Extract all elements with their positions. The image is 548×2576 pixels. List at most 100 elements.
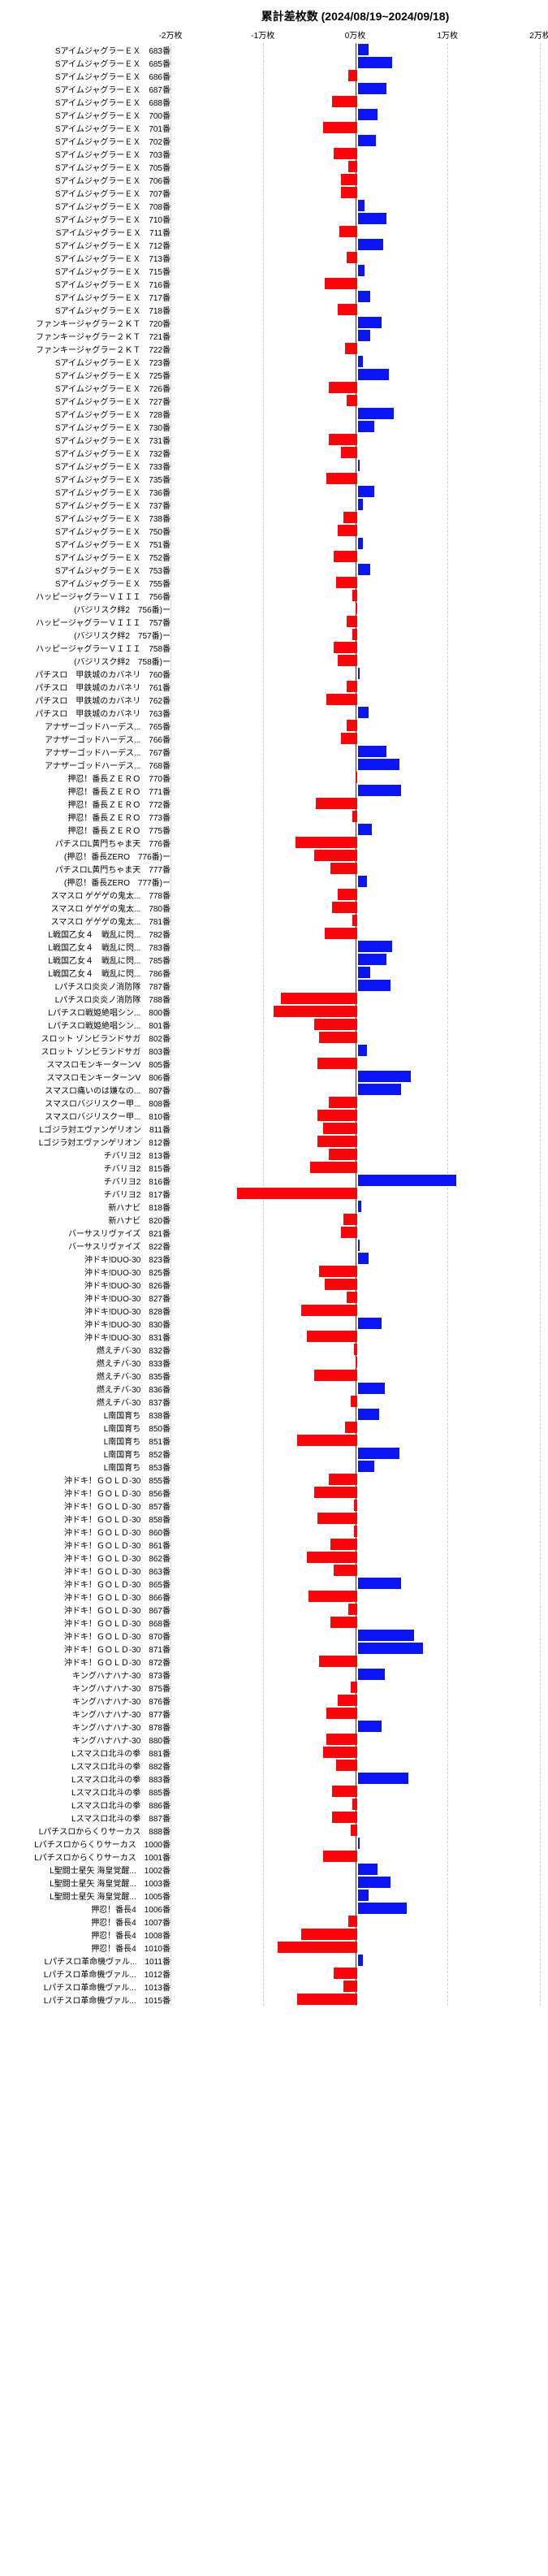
bar (358, 109, 378, 120)
row-label: SアイムジャグラーＥＸ 685番 (8, 57, 175, 69)
chart-row: 新ハナビ 818番 (8, 1200, 540, 1213)
bar (358, 44, 369, 55)
chart-body: SアイムジャグラーＥＸ 683番SアイムジャグラーＥＸ 685番Sアイムジャグラ… (8, 43, 540, 2006)
chart-row: 押忍！番長ＺＥＲＯ 770番 (8, 771, 540, 784)
bar-area (175, 433, 540, 446)
bar-area (175, 316, 540, 329)
bar (329, 434, 358, 445)
row-label: Lスマスロ北斗の拳 883番 (8, 1773, 175, 1785)
bar (356, 772, 357, 783)
bar (358, 330, 371, 341)
bar (319, 1656, 357, 1667)
bar (351, 1682, 358, 1693)
bar-area (175, 1746, 540, 1759)
row-label: 沖ドキ!DUO-30 825番 (8, 1266, 175, 1278)
row-label: 沖ドキ！ＧＯＬＤ-30 867番 (8, 1604, 175, 1616)
bar-area (175, 1980, 540, 1993)
bar (325, 1279, 357, 1290)
chart-row: SアイムジャグラーＥＸ 728番 (8, 407, 540, 420)
bar (347, 1292, 357, 1303)
bar-area (175, 1954, 540, 1967)
row-label: チバリヨ2 813番 (8, 1149, 175, 1161)
bar-area (175, 888, 540, 901)
chart-row: 沖ドキ！ＧＯＬＤ-30 872番 (8, 1655, 540, 1668)
bar-area (175, 1720, 540, 1733)
row-label: L南国育ち 838番 (8, 1409, 175, 1421)
row-label: 押忍！番長ＺＥＲＯ 770番 (8, 772, 175, 784)
bar-area (175, 1096, 540, 1109)
bar (358, 1201, 361, 1212)
chart-row: 燃えチバ-30 836番 (8, 1382, 540, 1395)
chart-row: SアイムジャグラーＥＸ 727番 (8, 394, 540, 407)
bar (334, 1565, 357, 1576)
bar (358, 421, 374, 432)
bar-area (175, 1187, 540, 1200)
bar (348, 161, 357, 172)
row-label: 沖ドキ！ＧＯＬＤ-30 863番 (8, 1565, 175, 1577)
row-label: SアイムジャグラーＥＸ 700番 (8, 109, 175, 121)
bar (339, 226, 357, 237)
row-label: アナザーゴッドハーデス... 767番 (8, 746, 175, 758)
row-label: Lスマスロ北斗の拳 887番 (8, 1812, 175, 1824)
bar (348, 70, 357, 81)
bar-area (175, 1395, 540, 1408)
bar-area (175, 511, 540, 524)
bar (358, 213, 387, 224)
bar (358, 1461, 374, 1472)
row-label: SアイムジャグラーＥＸ 735番 (8, 473, 175, 485)
row-label: パチスロ 甲鉄城のカバネリ 761番 (8, 681, 175, 693)
chart-row: Lパチスロからくりサーカス 888番 (8, 1824, 540, 1837)
bar-area (175, 1681, 540, 1694)
chart-row: SアイムジャグラーＥＸ 703番 (8, 147, 540, 160)
bar (338, 304, 358, 315)
chart-row: アナザーゴッドハーデス... 765番 (8, 719, 540, 732)
bar-area (175, 407, 540, 420)
chart-row: L戦国乙女４ 戦乱に閃... 786番 (8, 966, 540, 979)
bar (317, 1136, 357, 1147)
chart-row: ハッピージャグラーＶＩＩＩ 756番 (8, 589, 540, 602)
chart-row: SアイムジャグラーＥＸ 751番 (8, 537, 540, 550)
bar (316, 798, 358, 809)
row-label: 沖ドキ！ＧＯＬＤ-30 868番 (8, 1617, 175, 1629)
bar-area (175, 615, 540, 628)
chart-row: SアイムジャグラーＥＸ 755番 (8, 576, 540, 589)
row-label: 沖ドキ!DUO-30 823番 (8, 1253, 175, 1265)
bar (358, 1643, 424, 1654)
bar-area (175, 1499, 540, 1512)
chart-row: (バジリスク絆2 758番)ー (8, 654, 540, 667)
chart-row: 沖ドキ！ＧＯＬＤ-30 868番 (8, 1616, 540, 1629)
bar-area (175, 667, 540, 680)
bar-area (175, 1785, 540, 1798)
chart-row: 沖ドキ！ＧＯＬＤ-30 871番 (8, 1642, 540, 1655)
bar (341, 187, 357, 198)
row-label: SアイムジャグラーＥＸ 730番 (8, 421, 175, 433)
bar-area (175, 1148, 540, 1161)
chart-row: Lスマスロ北斗の拳 882番 (8, 1759, 540, 1772)
bar (358, 759, 400, 770)
chart-row: SアイムジャグラーＥＸ 707番 (8, 186, 540, 199)
bar-area (175, 1525, 540, 1538)
bar-area (175, 264, 540, 277)
chart-row: SアイムジャグラーＥＸ 733番 (8, 459, 540, 472)
bar (358, 1838, 360, 1849)
row-label: パチスロ 甲鉄城のカバネリ 763番 (8, 707, 175, 719)
chart-row: 沖ドキ！ＧＯＬＤ-30 862番 (8, 1551, 540, 1564)
bar (358, 746, 387, 757)
row-label: Lスマスロ北斗の拳 882番 (8, 1760, 175, 1772)
bar-area (175, 355, 540, 368)
row-label: 押忍！番長ＺＥＲＯ 773番 (8, 811, 175, 823)
chart-row: (バジリスク絆2 757番)ー (8, 628, 540, 641)
row-label: Lパチスロ革命機ヴァル... 1015番 (8, 1994, 175, 2006)
bar (358, 1955, 364, 1966)
bar (351, 1825, 358, 1836)
bar-area (175, 1369, 540, 1382)
bar-area (175, 1707, 540, 1720)
bar-area (175, 238, 540, 251)
bar (358, 1630, 415, 1641)
chart-row: 沖ドキ！ＧＯＬＤ-30 865番 (8, 1577, 540, 1590)
chart-row: パチスロL黄門ちゃま天 776番 (8, 836, 540, 849)
row-label: スマスロ痛いのは嫌なの... 807番 (8, 1084, 175, 1096)
row-label: (バジリスク絆2 757番)ー (8, 629, 175, 641)
bar (314, 1019, 358, 1030)
row-label: Lパチスロ戦姫絶唱シン... 801番 (8, 1019, 175, 1031)
